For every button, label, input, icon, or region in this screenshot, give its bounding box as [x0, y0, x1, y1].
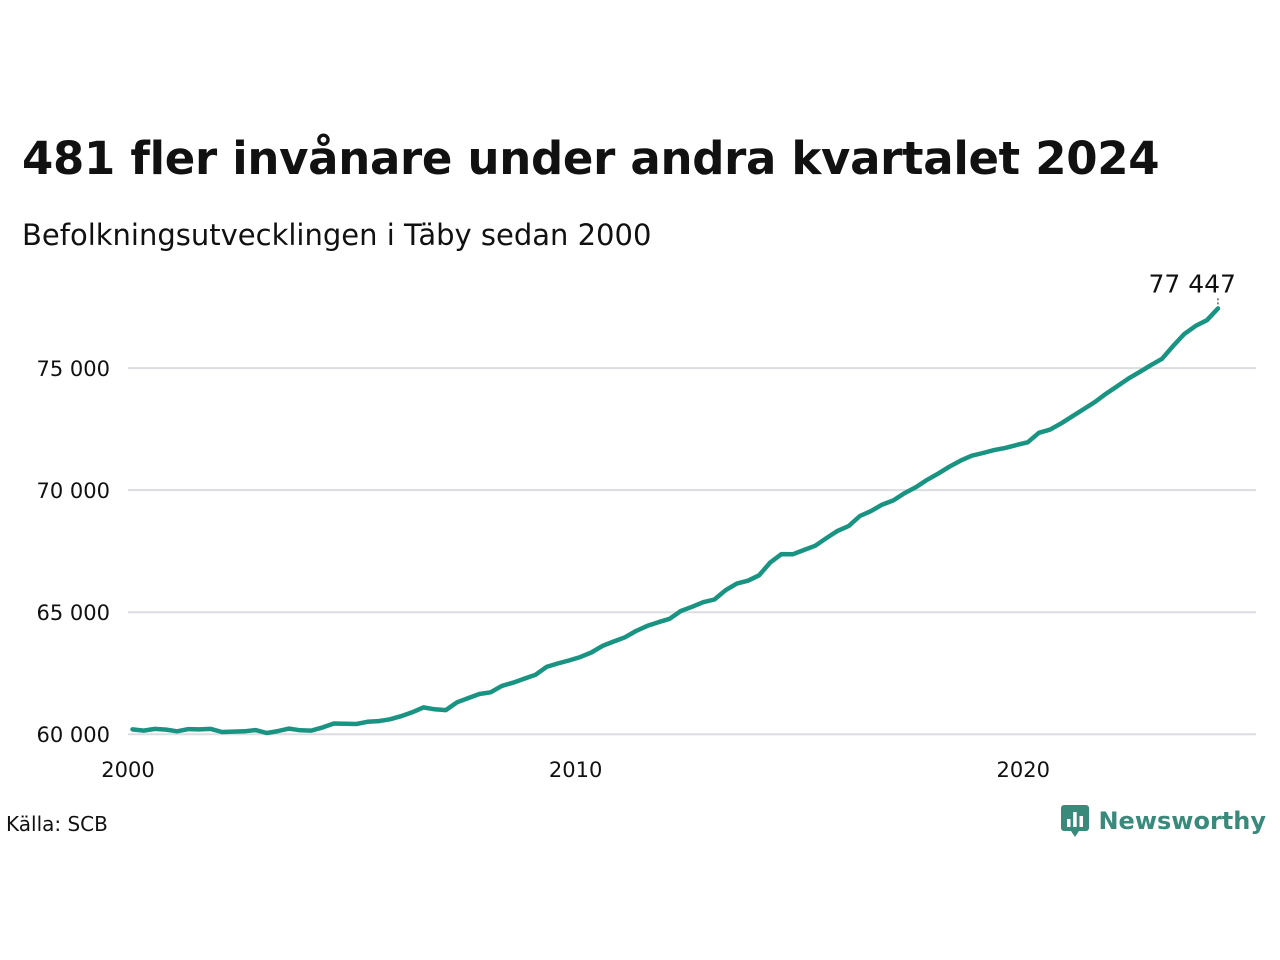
chart-title: 481 fler invånare under andra kvartalet … — [22, 132, 1160, 185]
x-tick-label: 2000 — [101, 758, 154, 782]
source-note: Källa: SCB — [6, 812, 108, 836]
y-tick-label: 60 000 — [37, 723, 110, 747]
brand-logo: Newsworthy — [1060, 804, 1266, 838]
newsworthy-logo-icon — [1061, 805, 1090, 837]
series-line — [130, 306, 1221, 736]
y-tick-label: 75 000 — [37, 357, 110, 381]
x-tick-label: 2010 — [549, 758, 602, 782]
x-axis-ticks: 2000 2010 2020 — [101, 758, 1050, 782]
series-layer — [130, 306, 1221, 736]
y-tick-label: 70 000 — [37, 479, 110, 503]
x-tick-label: 2020 — [997, 758, 1050, 782]
gridlines — [128, 367, 1256, 736]
end-value-label: 77 447 — [1148, 269, 1235, 298]
y-axis-ticks: 60 000 65 000 70 000 75 000 — [37, 357, 110, 747]
chart-subtitle: Befolkningsutvecklingen i Täby sedan 200… — [22, 218, 652, 252]
end-label-layer: 77 447 — [1148, 269, 1236, 305]
y-tick-label: 65 000 — [37, 601, 110, 625]
brand-name: Newsworthy — [1098, 807, 1266, 835]
